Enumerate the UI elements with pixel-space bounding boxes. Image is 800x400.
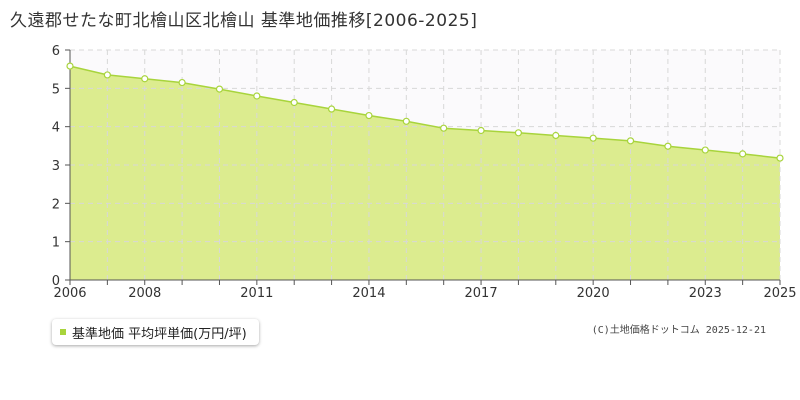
data-point: [776, 154, 784, 162]
data-point: [477, 126, 485, 135]
x-tick-label: 2014: [352, 286, 385, 300]
x-tick-label: 2025: [763, 286, 796, 300]
data-point: [365, 111, 373, 120]
data-point: [664, 142, 672, 150]
legend-label: 基準地価 平均坪単価(万円/坪): [72, 326, 247, 342]
data-point: [440, 124, 448, 132]
y-tick-label: 6: [52, 44, 60, 59]
data-point: [739, 150, 747, 158]
data-point: [552, 131, 560, 140]
legend: 基準地価 平均坪単価(万円/坪): [52, 319, 259, 345]
y-tick-label: 1: [52, 236, 60, 251]
data-point: [327, 105, 336, 113]
y-tick-label: 5: [52, 82, 60, 97]
x-tick-label: 2006: [53, 286, 86, 300]
series-area: [70, 66, 780, 280]
x-tick-label: 2020: [577, 286, 610, 300]
data-point: [626, 137, 635, 145]
data-point: [141, 75, 149, 83]
data-point: [290, 98, 298, 107]
data-point: [103, 71, 111, 79]
y-tick-label: 0: [52, 274, 60, 289]
data-point: [66, 62, 74, 70]
data-point: [253, 92, 261, 100]
data-point: [701, 146, 709, 154]
x-tick-label: 2008: [128, 286, 161, 300]
data-point: [402, 117, 410, 125]
data-point: [514, 129, 523, 137]
y-tick-label: 2: [52, 197, 60, 212]
land-price-area-chart: 0 1 2 3 4 5 6 2006 2008 2011 2014 2017 2020 2023 2025: [52, 44, 797, 300]
data-point: [178, 78, 186, 87]
x-tick-label: 2011: [240, 286, 273, 300]
copyright-credit: (C)土地価格ドットコム 2025-12-21: [591, 325, 766, 336]
y-tick-label: 4: [52, 121, 60, 136]
chart-title: 久遠郡せたな町北檜山区北檜山 基準地価推移[2006-2025]: [10, 11, 478, 31]
data-point: [215, 85, 224, 93]
legend-swatch: [60, 329, 66, 335]
y-tick-label: 3: [52, 159, 60, 174]
x-tick-label: 2017: [465, 286, 498, 300]
x-tick-label: 2023: [689, 286, 722, 300]
data-point: [589, 134, 597, 142]
series-line: [69, 65, 781, 159]
